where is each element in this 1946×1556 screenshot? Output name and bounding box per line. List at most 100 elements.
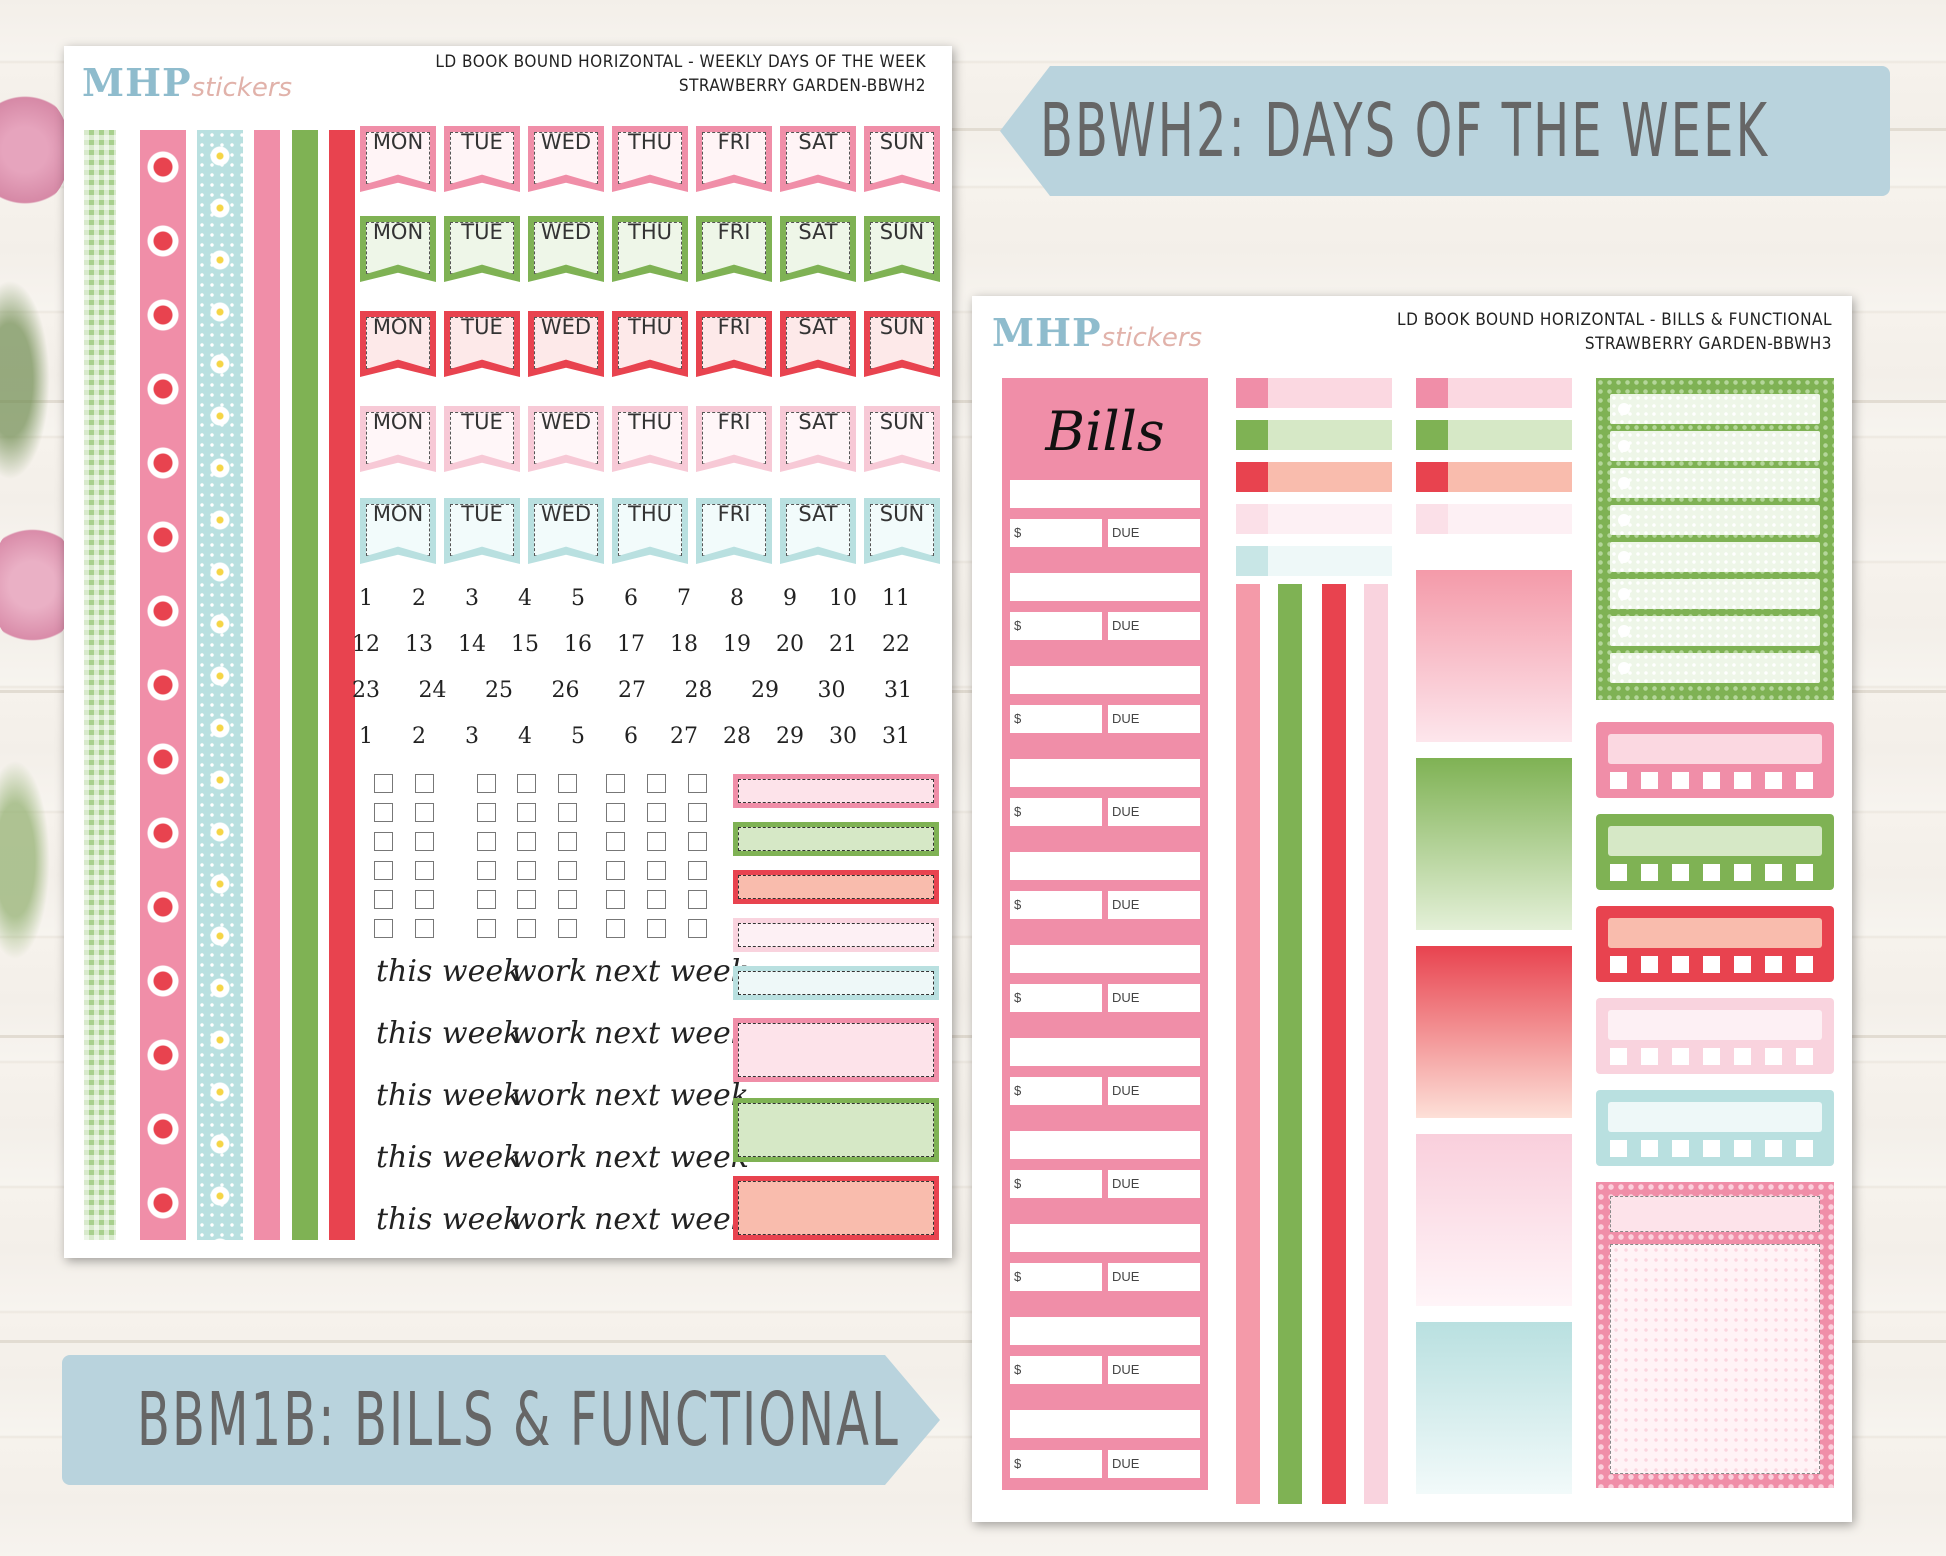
day-flag-mon: MON bbox=[360, 216, 436, 282]
day-label: FRI bbox=[717, 130, 751, 154]
checkbox-sticker bbox=[558, 919, 577, 938]
script-label: this week bbox=[376, 1140, 522, 1175]
strip-red bbox=[1322, 584, 1346, 1504]
checkbox-sticker bbox=[374, 861, 393, 880]
checkbox-sticker bbox=[517, 890, 536, 909]
day-label: SAT bbox=[798, 220, 838, 244]
day-flag-wed: WED bbox=[528, 406, 604, 472]
day-label: FRI bbox=[717, 410, 751, 434]
date-number: 25 bbox=[485, 678, 513, 703]
day-flag-wed: WED bbox=[528, 311, 604, 377]
due-label: DUE bbox=[1112, 1083, 1140, 1098]
day-label: THU bbox=[628, 410, 672, 434]
day-flag-thu: THU bbox=[612, 216, 688, 282]
gradient-block-red bbox=[1416, 946, 1572, 1118]
label-box-sticker bbox=[733, 1018, 939, 1082]
strip-light-pink bbox=[1364, 584, 1388, 1504]
logo-subtext: stickers bbox=[191, 73, 293, 103]
day-flag-sat: SAT bbox=[780, 126, 856, 192]
bill-due-field: DUE bbox=[1108, 1077, 1200, 1105]
strip-pink bbox=[1236, 584, 1260, 1504]
day-label: TUE bbox=[461, 220, 503, 244]
banner-bills-functional: BBM1B: BILLS & FUNCTIONAL bbox=[62, 1355, 940, 1485]
label-box-sticker bbox=[733, 774, 939, 808]
day-flag-thu: THU bbox=[612, 311, 688, 377]
day-flag-sat: SAT bbox=[780, 216, 856, 282]
logo-text: MHP bbox=[992, 310, 1102, 355]
bill-due-field: DUE bbox=[1108, 1450, 1200, 1478]
sticker-sheet-weekly: MHPstickers LD BOOK BOUND HORIZONTAL - W… bbox=[64, 46, 952, 1258]
washi-strip-gingham bbox=[84, 130, 116, 1240]
day-label: TUE bbox=[461, 315, 503, 339]
dollar-sign: $ bbox=[1014, 1456, 1022, 1471]
day-label: THU bbox=[628, 502, 672, 526]
dollar-sign: $ bbox=[1014, 897, 1022, 912]
habit-tracker-box bbox=[1596, 814, 1834, 890]
date-number: 1 bbox=[359, 724, 373, 749]
bill-due-field: DUE bbox=[1108, 519, 1200, 547]
checkbox-sticker bbox=[606, 890, 625, 909]
script-label: this week bbox=[376, 1016, 522, 1051]
wood-plank-line bbox=[0, 128, 1946, 131]
side-tab-sticker bbox=[1236, 420, 1392, 450]
day-flag-fri: FRI bbox=[696, 216, 772, 282]
date-number: 1 bbox=[359, 586, 373, 611]
bill-name-field bbox=[1010, 1224, 1200, 1252]
checkbox-sticker bbox=[477, 890, 496, 909]
sheet-title: LD BOOK BOUND HORIZONTAL - BILLS & FUNCT… bbox=[1272, 308, 1832, 356]
day-flag-sun: SUN bbox=[864, 406, 940, 472]
day-flag-sun: SUN bbox=[864, 126, 940, 192]
checklist-sticker-green bbox=[1596, 378, 1834, 700]
day-label: SAT bbox=[798, 502, 838, 526]
day-label: SUN bbox=[879, 502, 925, 526]
side-tab-sticker bbox=[1416, 504, 1572, 534]
bill-amount-field: $ bbox=[1010, 798, 1102, 826]
date-number: 30 bbox=[829, 724, 857, 749]
sheet-title-line1: LD BOOK BOUND HORIZONTAL - WEEKLY DAYS O… bbox=[435, 52, 926, 72]
mhp-logo: MHPstickers bbox=[992, 310, 1202, 355]
sheet-title-line1: LD BOOK BOUND HORIZONTAL - BILLS & FUNCT… bbox=[1397, 310, 1832, 330]
day-flag-sun: SUN bbox=[864, 216, 940, 282]
day-flag-tue: TUE bbox=[444, 498, 520, 564]
label-box-sticker bbox=[733, 918, 939, 952]
checklist-line bbox=[1610, 653, 1820, 683]
checkbox-sticker bbox=[558, 832, 577, 851]
date-number: 11 bbox=[882, 586, 910, 611]
washi-strip-pink bbox=[254, 130, 280, 1240]
checklist-line bbox=[1610, 394, 1820, 424]
day-flag-tue: TUE bbox=[444, 406, 520, 472]
checklist-line bbox=[1610, 579, 1820, 609]
checkbox-sticker bbox=[517, 774, 536, 793]
date-number: 2 bbox=[412, 586, 426, 611]
dollar-sign: $ bbox=[1014, 618, 1022, 633]
checkbox-sticker bbox=[517, 861, 536, 880]
bill-due-field: DUE bbox=[1108, 612, 1200, 640]
label-box-sticker bbox=[733, 966, 939, 1000]
date-number: 9 bbox=[783, 586, 797, 611]
bill-name-field bbox=[1010, 1131, 1200, 1159]
checkbox-sticker bbox=[415, 774, 434, 793]
date-number: 24 bbox=[418, 678, 447, 703]
day-label: THU bbox=[628, 220, 672, 244]
day-label: THU bbox=[628, 315, 672, 339]
date-number: 28 bbox=[684, 678, 713, 703]
date-number: 13 bbox=[405, 632, 433, 657]
checkbox-sticker bbox=[606, 774, 625, 793]
checkbox-sticker bbox=[374, 774, 393, 793]
checkbox-sticker bbox=[374, 803, 393, 822]
day-flag-wed: WED bbox=[528, 498, 604, 564]
due-label: DUE bbox=[1112, 990, 1140, 1005]
date-number: 5 bbox=[571, 586, 585, 611]
bill-name-field bbox=[1010, 666, 1200, 694]
checkbox-sticker bbox=[477, 861, 496, 880]
checkbox-sticker bbox=[688, 861, 707, 880]
date-number: 15 bbox=[511, 632, 539, 657]
date-number: 28 bbox=[723, 724, 751, 749]
date-number: 22 bbox=[882, 632, 910, 657]
checkbox-sticker bbox=[415, 890, 434, 909]
day-label: MON bbox=[372, 502, 424, 526]
script-label: work bbox=[511, 1016, 588, 1051]
day-flag-sat: SAT bbox=[780, 406, 856, 472]
checkbox-sticker bbox=[517, 803, 536, 822]
script-label: next week bbox=[594, 1202, 749, 1237]
